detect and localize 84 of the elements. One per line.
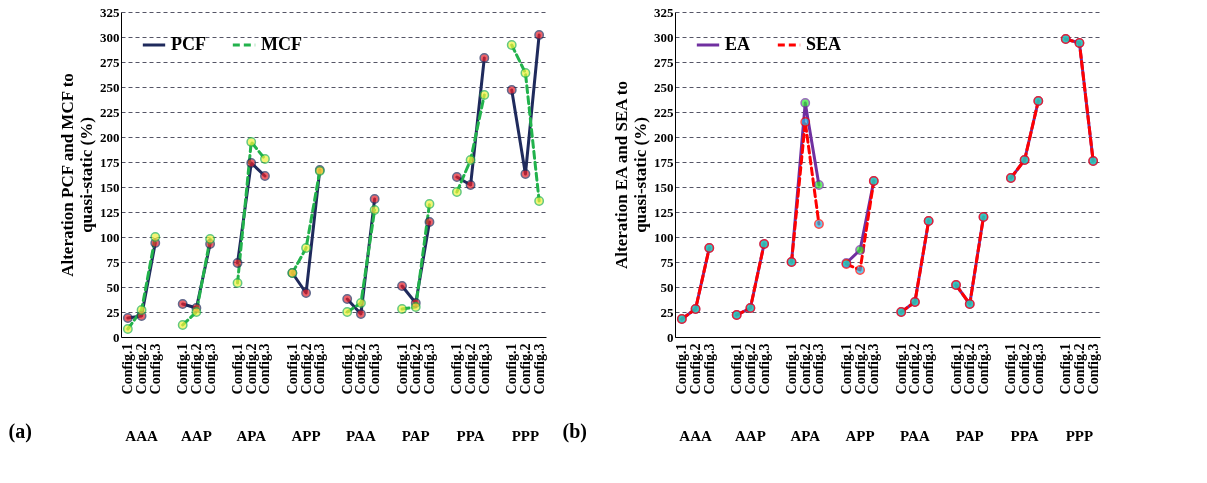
text: APP: [845, 428, 875, 444]
x-tick-label: Config.1: [729, 343, 745, 395]
x-tick-label: Config.1: [674, 343, 690, 395]
text: APA: [236, 428, 267, 444]
y-tick-label: 175: [100, 154, 120, 170]
text: APA: [790, 428, 821, 444]
y-tick-label: 175: [654, 154, 674, 170]
text: AAP: [180, 428, 212, 444]
text: PAP: [401, 428, 430, 444]
x-tick-label: Config.2: [408, 343, 424, 395]
x-tick-label: Config.1: [948, 343, 964, 395]
text: (b): [562, 420, 587, 443]
x-tick-label: Config.1: [339, 343, 355, 395]
y-tick-label: 0: [667, 329, 674, 345]
y-tick-label: 225: [100, 104, 120, 120]
x-tick-label: Config.1: [120, 343, 136, 395]
x-tick-label: Config.2: [1017, 343, 1033, 395]
y-tick-label: 200: [654, 129, 674, 145]
y-axis-title: Alteration PCF and MCF to quasi-static (%): [58, 73, 96, 277]
text: PPP: [1065, 428, 1094, 444]
x-tick-label: Config.3: [866, 343, 882, 395]
x-tick-label: Config.2: [134, 343, 150, 395]
y-tick-label: 125: [654, 204, 674, 220]
x-tick-label: Config.2: [962, 343, 978, 395]
y-tick-label: 150: [100, 179, 120, 195]
x-tick-label: Config.1: [1003, 343, 1019, 395]
legend-label: SEA: [806, 34, 842, 54]
y-tick-label: 250: [654, 79, 674, 95]
y-tick-label: 100: [654, 229, 674, 245]
x-tick-label: Config.1: [175, 343, 191, 395]
text: AAP: [734, 428, 766, 444]
x-tick-label: Config.1: [284, 343, 300, 395]
y-tick-label: 75: [106, 254, 120, 270]
text: PPA: [456, 428, 485, 444]
y-tick-label: 150: [654, 179, 674, 195]
y-tick-label: 25: [660, 304, 674, 320]
y-tick-label: 275: [100, 54, 120, 70]
y-tick-label: 275: [654, 54, 674, 70]
legend-label: EA: [725, 34, 751, 54]
text: PAA: [346, 428, 376, 444]
x-tick-label: Config.1: [504, 343, 520, 395]
x-tick-label: Config.1: [449, 343, 465, 395]
x-tick-label: Config.1: [394, 343, 410, 395]
text: (a): [8, 420, 32, 443]
y-tick-label: 25: [106, 304, 120, 320]
y-tick-label: 325: [100, 4, 120, 20]
y-axis-title: Alteration EA and SEA to quasi-static (%): [612, 81, 650, 269]
x-tick-label: Config.1: [893, 343, 909, 395]
y-tick-label: 50: [106, 279, 120, 295]
y-tick-label: 325: [654, 4, 674, 20]
x-tick-label: Config.1: [230, 343, 246, 395]
y-tick-label: 100: [100, 229, 120, 245]
x-tick-label: Config.1: [1058, 343, 1074, 395]
x-tick-label: Config.3: [257, 343, 273, 395]
text: PAP: [955, 428, 984, 444]
x-tick-label: Config.2: [463, 343, 479, 395]
text: PAA: [900, 428, 930, 444]
y-tick-label: 50: [660, 279, 674, 295]
text: AAA: [679, 428, 712, 444]
text: PPA: [1010, 428, 1039, 444]
x-tick-label: Config.1: [838, 343, 854, 395]
x-tick-label: Config.2: [353, 343, 369, 395]
x-tick-label: Config.2: [852, 343, 868, 395]
text: AAA: [125, 428, 158, 444]
x-tick-label: Config.3: [811, 343, 827, 395]
text: PPP: [511, 428, 540, 444]
x-tick-label: Config.3: [312, 343, 328, 395]
legend-label: MCF: [261, 34, 302, 54]
y-tick-label: 250: [100, 79, 120, 95]
y-tick-label: 75: [660, 254, 674, 270]
y-tick-label: 200: [100, 129, 120, 145]
y-tick-label: 300: [654, 29, 674, 45]
x-tick-label: Config.2: [688, 343, 704, 395]
text: APP: [291, 428, 321, 444]
y-tick-label: 225: [654, 104, 674, 120]
x-tick-label: Config.2: [907, 343, 923, 395]
x-tick-label: Config.3: [367, 343, 383, 395]
y-tick-label: 0: [113, 329, 120, 345]
x-tick-label: Config.1: [784, 343, 800, 395]
x-tick-label: Config.2: [298, 343, 314, 395]
y-tick-label: 300: [100, 29, 120, 45]
x-tick-label: Config.3: [921, 343, 937, 395]
legend-label: PCF: [171, 34, 206, 54]
y-tick-label: 125: [100, 204, 120, 220]
